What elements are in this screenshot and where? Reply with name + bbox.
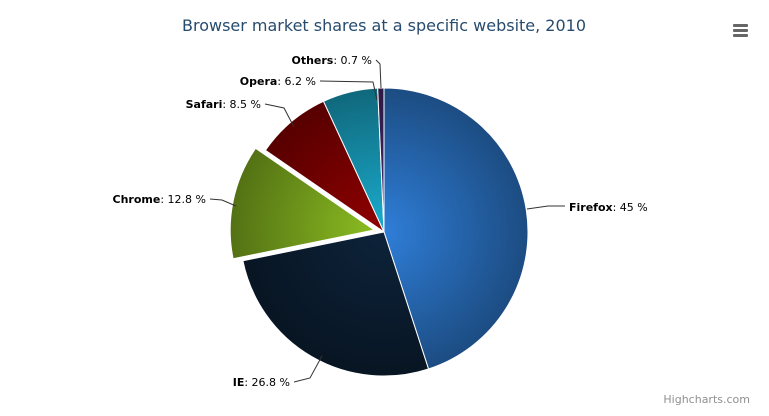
chart-title: Browser market shares at a specific webs…: [182, 16, 586, 35]
pie-slice-others[interactable]: [377, 87, 385, 233]
label-connector-opera: [319, 80, 378, 101]
pie-slice-firefox[interactable]: [383, 87, 529, 370]
label-connector-ie: [293, 355, 323, 383]
label-connector-safari: [264, 103, 295, 128]
credits-link[interactable]: Highcharts.com: [663, 393, 750, 406]
pie-slice-ie[interactable]: [242, 231, 429, 377]
data-label-chrome: Chrome: 12.8 %: [113, 193, 206, 206]
data-label-firefox: Firefox: 45 %: [569, 201, 648, 214]
data-label-ie: IE: 26.8 %: [233, 376, 290, 389]
label-connector-firefox: [526, 205, 565, 210]
label-connector-chrome: [209, 198, 237, 207]
data-label-opera: Opera: 6.2 %: [240, 75, 316, 88]
data-label-others: Others: 0.7 %: [291, 54, 372, 67]
hamburger-menu-icon[interactable]: [726, 16, 754, 44]
pie-slice-chrome[interactable]: [229, 147, 375, 260]
label-connector-others: [375, 59, 382, 89]
data-label-safari: Safari: 8.5 %: [186, 98, 261, 111]
